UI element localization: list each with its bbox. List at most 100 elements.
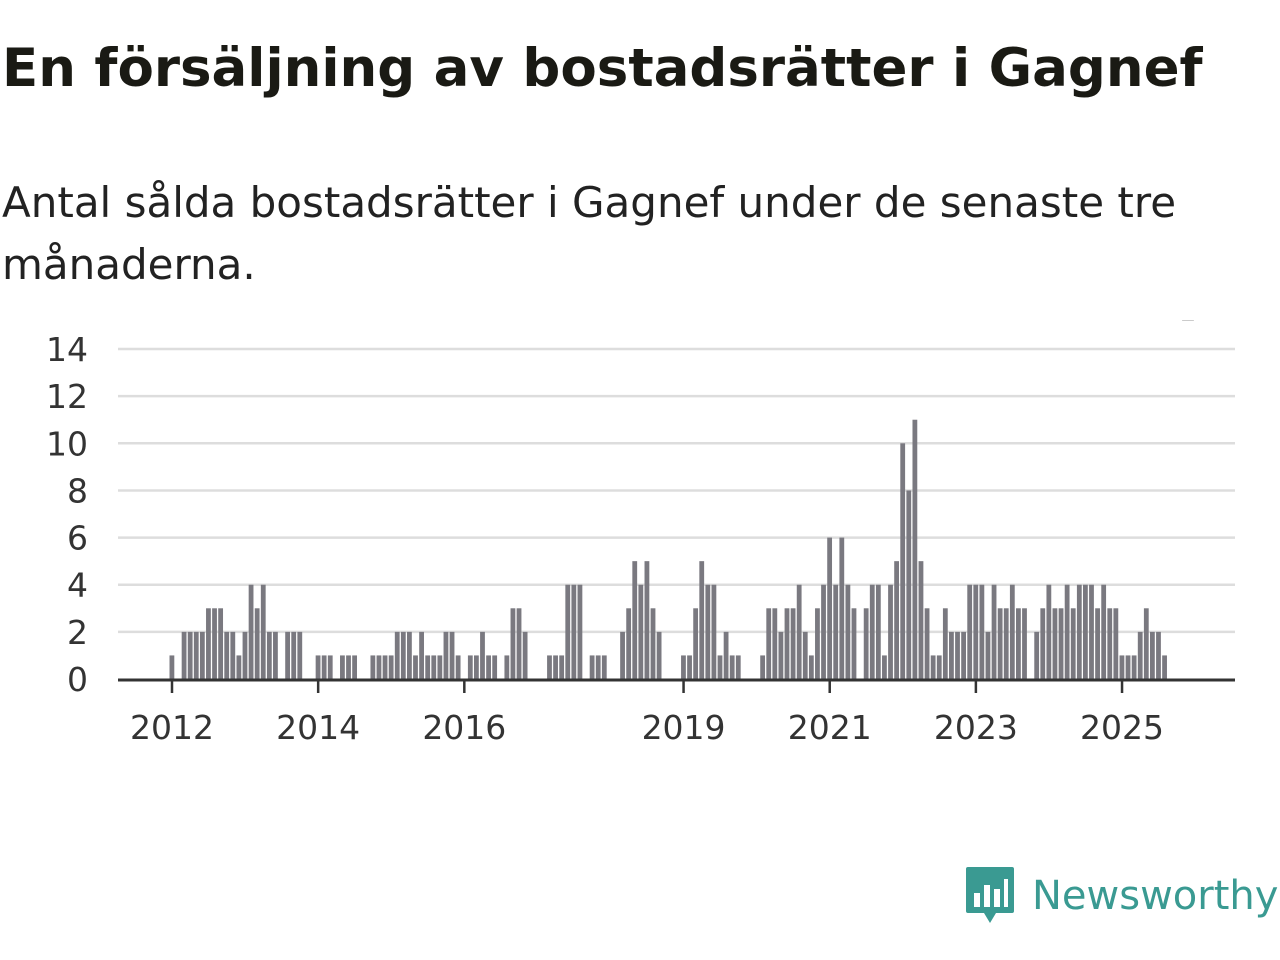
bar <box>863 608 869 679</box>
y-tick-label: 4 <box>67 566 88 605</box>
bar <box>376 655 382 679</box>
bar <box>212 608 217 679</box>
bar <box>577 584 583 679</box>
bar <box>681 655 686 679</box>
x-tick-label: 2012 <box>130 708 214 747</box>
x-tick-label: 2016 <box>422 708 506 747</box>
y-tick-label: 10 <box>46 424 88 463</box>
bar <box>1119 655 1125 679</box>
bar <box>955 631 960 679</box>
bar <box>236 655 242 679</box>
bar <box>821 584 826 679</box>
brand-name: Newsworthy <box>1032 873 1279 919</box>
bar <box>510 608 516 679</box>
bar <box>601 655 607 679</box>
bar <box>693 608 699 679</box>
bar <box>1089 584 1094 679</box>
bar <box>924 608 930 679</box>
bar <box>778 631 784 679</box>
bar <box>1149 631 1155 679</box>
bar <box>474 655 479 679</box>
bar <box>340 655 345 679</box>
bar <box>723 631 729 679</box>
bar <box>1034 631 1040 679</box>
bar <box>869 584 875 679</box>
bar-chart: 0 2 4 6 8 10 12 14 2012 2014 2016 2019 2021 2023 2025… <box>46 320 1235 747</box>
bar <box>912 419 918 679</box>
bar <box>431 655 437 679</box>
bar <box>1058 608 1064 679</box>
bar <box>346 655 351 679</box>
bar <box>242 631 248 679</box>
y-axis-labels: 0 2 4 6 8 10 12 14 <box>46 330 88 699</box>
bar <box>900 443 906 679</box>
bar <box>973 584 979 679</box>
bar <box>808 655 814 679</box>
annotation-label: 1 <box>1179 320 1197 327</box>
bar <box>815 608 820 679</box>
bar <box>595 655 601 679</box>
bar <box>589 655 595 679</box>
bar <box>735 655 741 679</box>
bar <box>1040 608 1046 679</box>
bar <box>1046 584 1052 679</box>
grid-lines <box>118 347 1235 634</box>
x-tick-label: 2021 <box>788 708 872 747</box>
bar <box>230 631 236 679</box>
bars <box>169 419 1167 679</box>
bar <box>1003 608 1009 679</box>
bar <box>839 537 845 679</box>
bar <box>181 631 187 679</box>
bar <box>1156 631 1161 679</box>
bar <box>1131 655 1137 679</box>
bar <box>1083 584 1088 679</box>
chart-subtitle: Antal sålda bostadsrätter i Gagnef under… <box>2 178 1177 289</box>
bar <box>796 584 802 679</box>
bar <box>547 655 552 679</box>
bar <box>193 631 199 679</box>
annotation: 1 <box>1179 320 1197 327</box>
bar <box>942 608 948 679</box>
bar <box>979 584 985 679</box>
bar <box>394 631 400 679</box>
bar <box>644 561 650 679</box>
bar <box>1070 608 1076 679</box>
bar <box>802 631 808 679</box>
bar <box>467 655 473 679</box>
bar <box>1143 608 1149 679</box>
bar <box>894 561 900 679</box>
newsworthy-logo-icon <box>966 867 1014 923</box>
bar <box>321 655 327 679</box>
chart-title: En försäljning av bostadsrätter i Gagnef <box>2 38 1203 99</box>
bar <box>455 655 461 679</box>
x-tick-label: 2023 <box>934 708 1018 747</box>
bar <box>559 655 565 679</box>
bar <box>413 655 418 679</box>
bar <box>626 608 632 679</box>
bar <box>388 655 394 679</box>
bar <box>297 631 303 679</box>
bar <box>1022 608 1027 679</box>
bar <box>888 584 893 679</box>
bar <box>711 584 717 679</box>
bar <box>199 631 205 679</box>
y-tick-label: 2 <box>67 613 88 652</box>
bar <box>443 631 449 679</box>
x-tick-label: 2025 <box>1080 708 1164 747</box>
y-tick-label: 12 <box>46 377 88 416</box>
bar <box>565 584 571 679</box>
bar <box>327 655 333 679</box>
bar <box>833 584 839 679</box>
bar <box>187 631 193 679</box>
bar <box>766 608 772 679</box>
bar <box>1016 608 1021 679</box>
bar <box>400 631 406 679</box>
bar <box>918 561 924 679</box>
bar <box>985 631 991 679</box>
bar <box>206 608 211 679</box>
bar <box>687 655 692 679</box>
bar <box>273 631 278 679</box>
bar <box>522 631 528 679</box>
bar <box>961 631 966 679</box>
bar <box>285 631 291 679</box>
